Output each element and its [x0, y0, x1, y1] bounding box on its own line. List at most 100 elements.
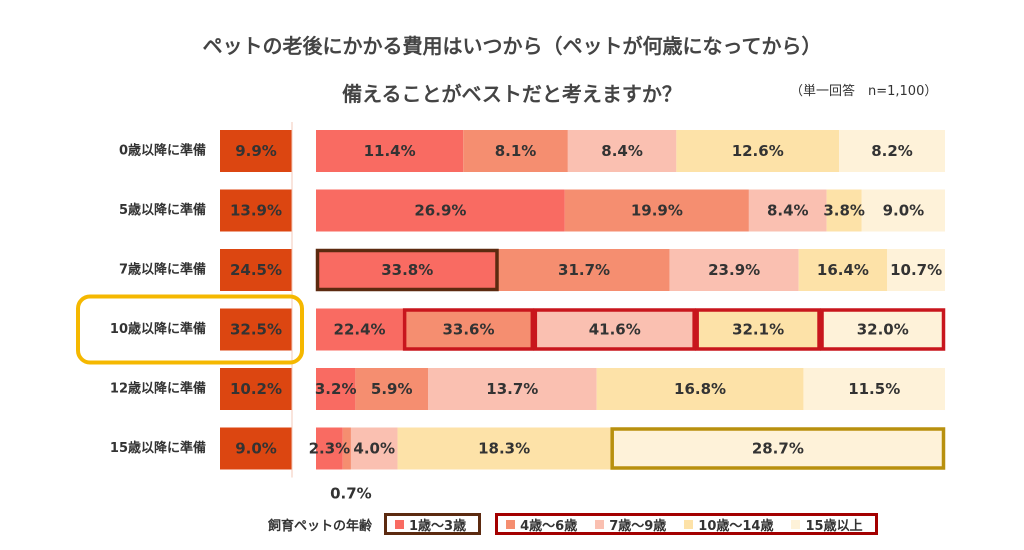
legend-swatch-series-3 [595, 519, 605, 529]
segment-data-label: 11.5% [848, 380, 900, 398]
segment-data-label: 31.7% [558, 261, 610, 279]
stacked-segment-5 [610, 427, 945, 470]
segment-data-label: 10.7% [890, 261, 942, 279]
stacked-segment-5 [839, 130, 945, 172]
overall-bar [220, 308, 292, 351]
segment-data-label: 41.6% [589, 321, 641, 339]
segment-highlight-frame [820, 308, 946, 351]
legend-label-series-5: 15歳以上 [805, 518, 863, 534]
segment-data-label: 8.4% [767, 202, 809, 220]
stacked-segment-1 [316, 368, 356, 410]
segment-data-label: 2.3% [309, 440, 351, 458]
chart-title-line2: 備えることがベストだと考えますか？ [342, 82, 682, 106]
legend-label-series-3: 7歳〜9歳 [609, 518, 667, 534]
legend-swatch-series-4 [684, 519, 694, 529]
segment-highlight-frame [402, 308, 535, 351]
segment-data-label: 33.6% [442, 321, 494, 339]
overall-data-label: 9.9% [235, 142, 277, 160]
legend-swatch-series-5 [791, 519, 801, 529]
segment-data-label: 9.0% [883, 202, 925, 220]
segment-data-label: 3.2% [315, 380, 357, 398]
stacked-segment-2 [355, 368, 429, 410]
segment-data-label: 32.0% [857, 321, 909, 339]
legend: 飼育ペットの年齢 1歳〜3歳 4歳〜6歳 7歳〜9歳 10歳〜14歳 15歳以上 [268, 512, 878, 536]
stacked-segment-4 [798, 249, 888, 291]
stacked-segment-1 [316, 130, 464, 172]
segment-data-label: 16.8% [674, 380, 726, 398]
stacked-segment-4 [596, 368, 804, 410]
stacked-segment-4 [676, 130, 840, 172]
segment-data-label: 18.3% [478, 440, 530, 458]
segment-highlight-frame [315, 248, 499, 292]
segment-data-label: 33.8% [381, 261, 433, 279]
stacked-segment-3 [350, 427, 398, 470]
segment-data-label: 4.0% [353, 440, 395, 458]
stacked-segment-3 [567, 130, 677, 172]
legend-swatch-series-1 [395, 519, 405, 529]
stacked-segment-1 [316, 427, 343, 470]
category-label: 15歳以降に準備 [110, 440, 206, 456]
overall-data-label: 32.5% [230, 321, 282, 339]
legend-item-series-3: 7歳〜9歳 [595, 515, 666, 534]
stacked-segment-5 [861, 189, 945, 232]
legend-label-series-2: 4歳〜6歳 [520, 518, 578, 534]
overall-bar [220, 368, 292, 410]
overall-bar [220, 249, 292, 291]
category-highlight-frame [76, 294, 304, 365]
legend-item-series-2: 4歳〜6歳 [506, 515, 577, 534]
segment-data-label: 0.7% [330, 485, 372, 503]
overall-data-label: 13.9% [230, 202, 282, 220]
stacked-segment-2 [564, 189, 749, 232]
overall-data-label: 10.2% [230, 380, 282, 398]
overall-bar [220, 427, 292, 470]
segment-data-label: 13.7% [486, 380, 538, 398]
legend-item-series-5: 15歳以上 [791, 515, 863, 534]
overall-bar [220, 189, 292, 232]
legend-label-series-4: 10歳〜14歳 [698, 518, 774, 534]
category-label: 7歳以降に準備 [119, 262, 206, 278]
segment-highlight-frame [610, 427, 946, 470]
legend-group-first: 1歳〜3歳 [384, 513, 482, 535]
category-label: 10歳以降に準備 [110, 321, 206, 337]
stacked-segment-2 [342, 427, 351, 470]
stacked-segment-3 [533, 308, 696, 351]
stacked-segment-1 [316, 308, 404, 351]
segment-highlight-frame [695, 308, 821, 351]
legend-swatch-series-2 [506, 519, 516, 529]
segment-highlight-frame [533, 308, 696, 351]
stacked-segment-2 [403, 308, 534, 351]
segment-data-label: 22.4% [334, 321, 386, 339]
legend-group-rest: 4歳〜6歳 7歳〜9歳 10歳〜14歳 15歳以上 [495, 513, 878, 535]
category-label: 0歳以降に準備 [119, 143, 206, 159]
stacked-segment-3 [748, 189, 827, 232]
stacked-segment-4 [397, 427, 611, 470]
legend-label-series-1: 1歳〜3歳 [409, 518, 467, 534]
stacked-segment-1 [316, 249, 499, 291]
stacked-segment-2 [463, 130, 568, 172]
segment-data-label: 8.1% [495, 142, 537, 160]
segment-data-label: 12.6% [732, 142, 784, 160]
overall-data-label: 9.0% [235, 440, 277, 458]
overall-bar [220, 130, 292, 172]
segment-data-label: 3.8% [823, 202, 865, 220]
stacked-segment-3 [428, 368, 597, 410]
segment-data-label: 5.9% [371, 380, 413, 398]
segment-data-label: 19.9% [631, 202, 683, 220]
segment-data-label: 8.2% [871, 142, 913, 160]
segment-data-label: 28.7% [752, 440, 804, 458]
stacked-segment-1 [316, 189, 565, 232]
segment-data-label: 16.4% [817, 261, 869, 279]
stacked-segment-5 [803, 368, 945, 410]
stacked-segment-5 [820, 308, 945, 351]
segment-data-label: 8.4% [601, 142, 643, 160]
legend-item-series-4: 10歳〜14歳 [684, 515, 773, 534]
legend-item-series-1: 1歳〜3歳 [395, 515, 466, 534]
sample-note: （単一回答 n=1,100） [790, 84, 938, 99]
stacked-segment-4 [826, 189, 862, 232]
stacked-segment-3 [669, 249, 799, 291]
legend-title: 飼育ペットの年齢 [268, 518, 373, 534]
chart-title-line1: ペットの老後にかかる費用はいつから（ペットが何歳になってから） [202, 34, 822, 58]
category-label: 12歳以降に準備 [110, 381, 206, 397]
category-label: 5歳以降に準備 [119, 202, 206, 218]
stacked-segment-4 [695, 308, 821, 351]
